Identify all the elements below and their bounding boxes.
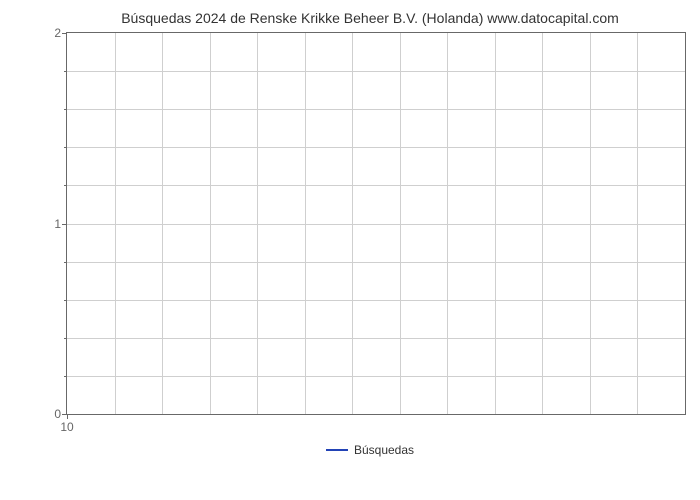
legend: Búsquedas bbox=[50, 443, 690, 457]
grid-horizontal bbox=[67, 262, 685, 263]
ytick-minor bbox=[64, 376, 67, 377]
plot-wrap: 01210 bbox=[50, 32, 690, 437]
grid-horizontal bbox=[67, 338, 685, 339]
grid-horizontal bbox=[67, 376, 685, 377]
xtick-label: 10 bbox=[60, 420, 73, 434]
ytick-minor bbox=[64, 185, 67, 186]
legend-swatch-line bbox=[326, 449, 348, 451]
ytick-minor bbox=[64, 300, 67, 301]
ytick-mark bbox=[62, 224, 67, 225]
ytick-mark bbox=[62, 33, 67, 34]
grid-horizontal bbox=[67, 224, 685, 225]
grid-horizontal bbox=[67, 147, 685, 148]
plot-area: 01210 bbox=[66, 32, 686, 415]
xtick-mark bbox=[67, 414, 68, 419]
ytick-minor bbox=[64, 338, 67, 339]
grid-horizontal bbox=[67, 71, 685, 72]
legend-label: Búsquedas bbox=[354, 443, 414, 457]
ytick-minor bbox=[64, 262, 67, 263]
ytick-minor bbox=[64, 109, 67, 110]
ytick-label: 0 bbox=[54, 407, 61, 421]
grid-horizontal bbox=[67, 185, 685, 186]
ytick-label: 1 bbox=[54, 217, 61, 231]
ytick-minor bbox=[64, 71, 67, 72]
ytick-minor bbox=[64, 147, 67, 148]
chart-title: Búsquedas 2024 de Renske Krikke Beheer B… bbox=[50, 10, 690, 26]
grid-horizontal bbox=[67, 300, 685, 301]
grid-horizontal bbox=[67, 109, 685, 110]
ytick-label: 2 bbox=[54, 26, 61, 40]
chart-container: Búsquedas 2024 de Renske Krikke Beheer B… bbox=[50, 10, 690, 470]
